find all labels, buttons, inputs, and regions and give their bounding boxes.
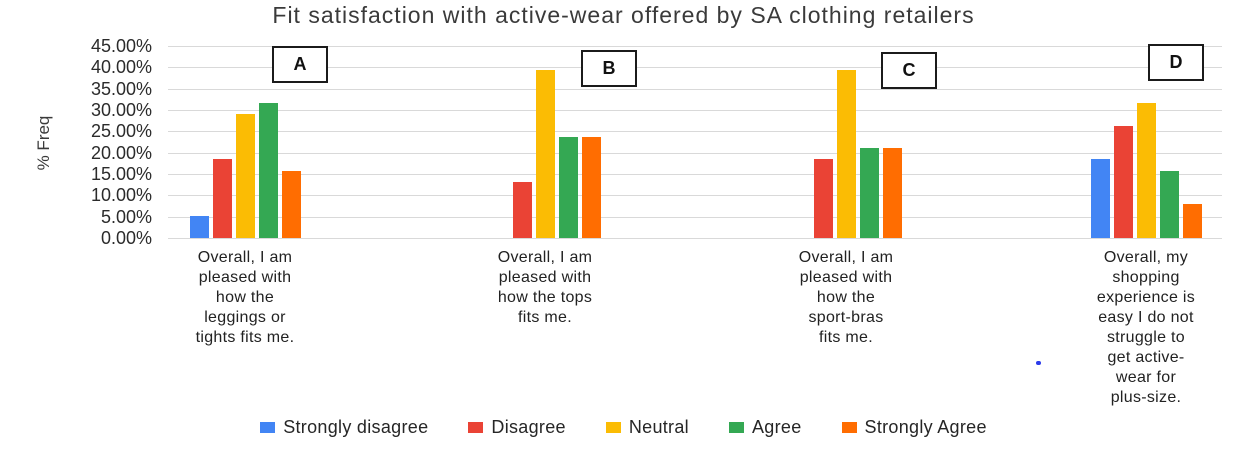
y-tick-label: 25.00% — [90, 121, 152, 142]
gridline — [168, 238, 1222, 239]
legend-item-disagree: Disagree — [468, 417, 566, 438]
legend-label: Strongly disagree — [283, 417, 429, 437]
category-label: Overall, I am pleased with how the leggi… — [195, 249, 295, 346]
annotation-box-b: B — [581, 50, 637, 87]
annotation-box-a: A — [272, 46, 328, 83]
bar-neutral — [236, 114, 255, 238]
legend-label: Neutral — [628, 417, 689, 437]
bar-agree — [860, 148, 879, 238]
gridline — [168, 195, 1222, 196]
bar-strongly-agree — [1183, 204, 1202, 238]
gridline — [168, 67, 1222, 68]
gridline — [168, 174, 1222, 175]
gridline — [168, 89, 1222, 90]
chart-title: Fit satisfaction with active-wear offere… — [272, 2, 975, 28]
gridline — [168, 131, 1222, 132]
category-label: Overall, I am pleased with how the sport… — [798, 249, 894, 346]
legend-swatch — [841, 422, 857, 433]
stray-blue-mark — [1036, 361, 1041, 365]
bar-disagree — [1114, 125, 1133, 238]
category-label: Overall, my shopping experience is easy … — [1096, 249, 1196, 406]
y-tick-label: 10.00% — [90, 185, 152, 206]
legend-swatch — [468, 422, 484, 433]
bar-neutral — [536, 69, 555, 238]
bar-agree — [259, 103, 278, 238]
legend-item-neutral: Neutral — [605, 417, 689, 438]
bar-cluster-c — [791, 46, 906, 238]
y-tick-label: 35.00% — [90, 78, 152, 99]
bar-neutral — [837, 69, 856, 238]
legend-label: Strongly Agree — [864, 417, 987, 437]
bar-disagree — [814, 159, 833, 238]
bar-cluster-b — [490, 46, 605, 238]
legend-swatch — [728, 422, 744, 433]
legend-item-strongly-agree: Strongly Agree — [841, 417, 987, 438]
bar-cluster-d — [1091, 46, 1206, 238]
category-label: Overall, I am pleased with how the tops … — [497, 249, 593, 326]
bar-cluster-a — [190, 46, 305, 238]
y-tick-label: 30.00% — [90, 100, 152, 120]
bar-disagree — [213, 159, 232, 238]
y-tick-label: 0.00% — [100, 228, 152, 248]
y-tick-label: 40.00% — [90, 57, 152, 78]
legend: Strongly disagree Disagree Neutral Agree Str… — [0, 417, 1247, 438]
legend-item-agree: Agree — [728, 417, 802, 438]
y-tick-label: 20.00% — [90, 142, 152, 163]
bar-neutral — [1137, 103, 1156, 238]
bar-agree — [559, 136, 578, 238]
bar-strongly-agree — [582, 136, 601, 238]
gridline — [168, 46, 1222, 47]
plot-area — [168, 46, 1222, 239]
gridline — [168, 217, 1222, 218]
legend-swatch — [605, 422, 621, 433]
bar-agree — [1160, 170, 1179, 238]
gridline — [168, 110, 1222, 111]
bar-strongly-agree — [282, 170, 301, 238]
legend-label: Disagree — [491, 417, 566, 437]
y-tick-label: 45.00% — [90, 36, 152, 56]
y-tick-label: 5.00% — [100, 206, 152, 227]
gridline — [168, 153, 1222, 154]
legend-swatch — [260, 422, 276, 433]
legend-item-strongly-disagree: Strongly disagree — [260, 417, 428, 438]
annotation-box-c: C — [881, 52, 937, 89]
annotation-box-d: D — [1148, 44, 1204, 81]
bar-strongly-disagree — [1091, 159, 1110, 238]
y-tick-label: 15.00% — [90, 164, 152, 184]
bar-strongly-disagree — [190, 215, 209, 238]
legend-label: Agree — [751, 417, 802, 437]
bar-strongly-agree — [883, 148, 902, 238]
bar-disagree — [513, 181, 532, 238]
